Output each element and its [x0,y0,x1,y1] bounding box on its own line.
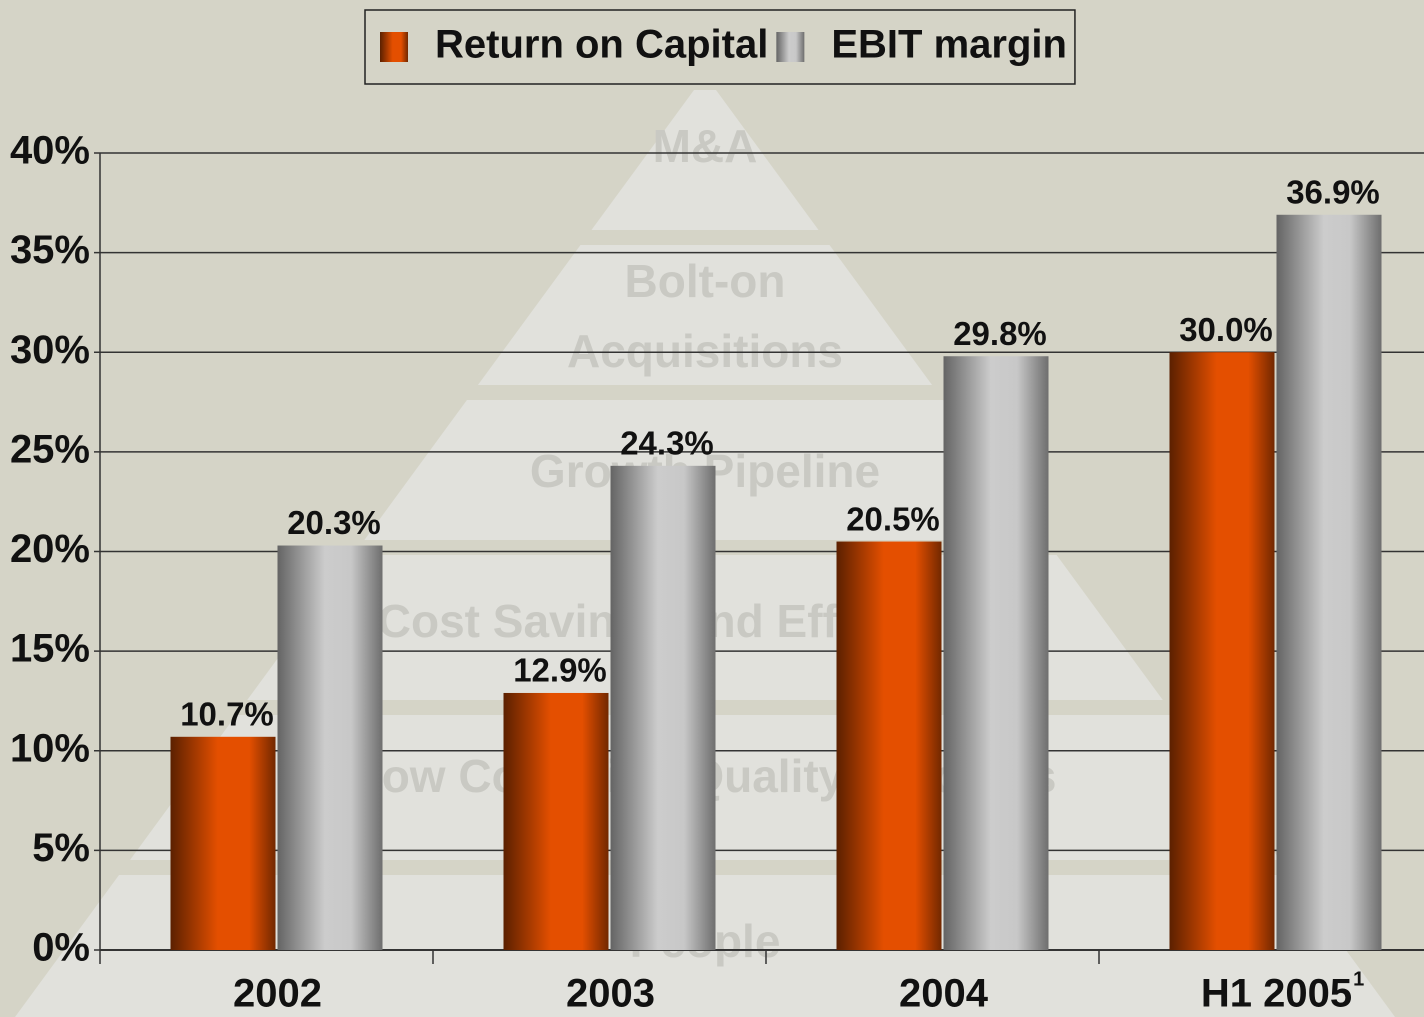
bar [277,545,383,950]
legend-label: Return on Capital [435,23,768,67]
value-label: 30.0% [1179,311,1273,348]
legend-box [364,9,1076,85]
y-tick-label: 5% [32,826,90,870]
x-tick-label: 2002 [233,972,322,1016]
y-tick-label: 10% [10,726,90,770]
y-tick-label: 0% [32,926,90,970]
legend-label: EBIT margin [831,23,1067,67]
legend: Return on Capital EBIT margin [364,9,1076,85]
legend-swatch [380,32,408,62]
bar [1169,352,1275,950]
x-tick-label: 2004 [899,972,989,1016]
bar [503,692,609,950]
plot: 0% 5% 10% 15% 20% 25% 30% 35% 40% 2002 10.7% 20.3% 2… [10,9,1424,1016]
bar [1276,214,1382,950]
pyramid-tier [477,245,933,385]
legend-swatch [776,32,805,62]
bar [943,356,1049,950]
bar [836,541,942,950]
pyramid-tier [591,90,819,230]
value-label: 24.3% [620,425,714,462]
value-label: 20.3% [287,504,381,541]
y-tick-label: 35% [10,228,90,272]
value-label: 29.8% [953,315,1047,352]
x-tick-label: H1 2005 [1201,972,1352,1016]
x-tick-label: 2003 [566,972,655,1016]
y-tick-label: 40% [10,129,90,173]
bar [170,736,276,950]
y-tick-label: 20% [10,527,90,571]
value-label: 36.9% [1286,173,1380,210]
value-label: 12.9% [513,652,607,689]
pyramid-label: Bolt-on Acquisitions [567,255,843,377]
x-tick-superscript: 1 [1353,968,1364,990]
y-tick-label: 15% [10,627,90,671]
bar [610,465,716,950]
pyramid-label: M&A [653,120,758,172]
y-tick-label: 25% [10,427,90,471]
value-label: 20.5% [846,500,940,537]
value-label: 10.7% [180,696,274,733]
y-tick-label: 30% [10,328,90,372]
